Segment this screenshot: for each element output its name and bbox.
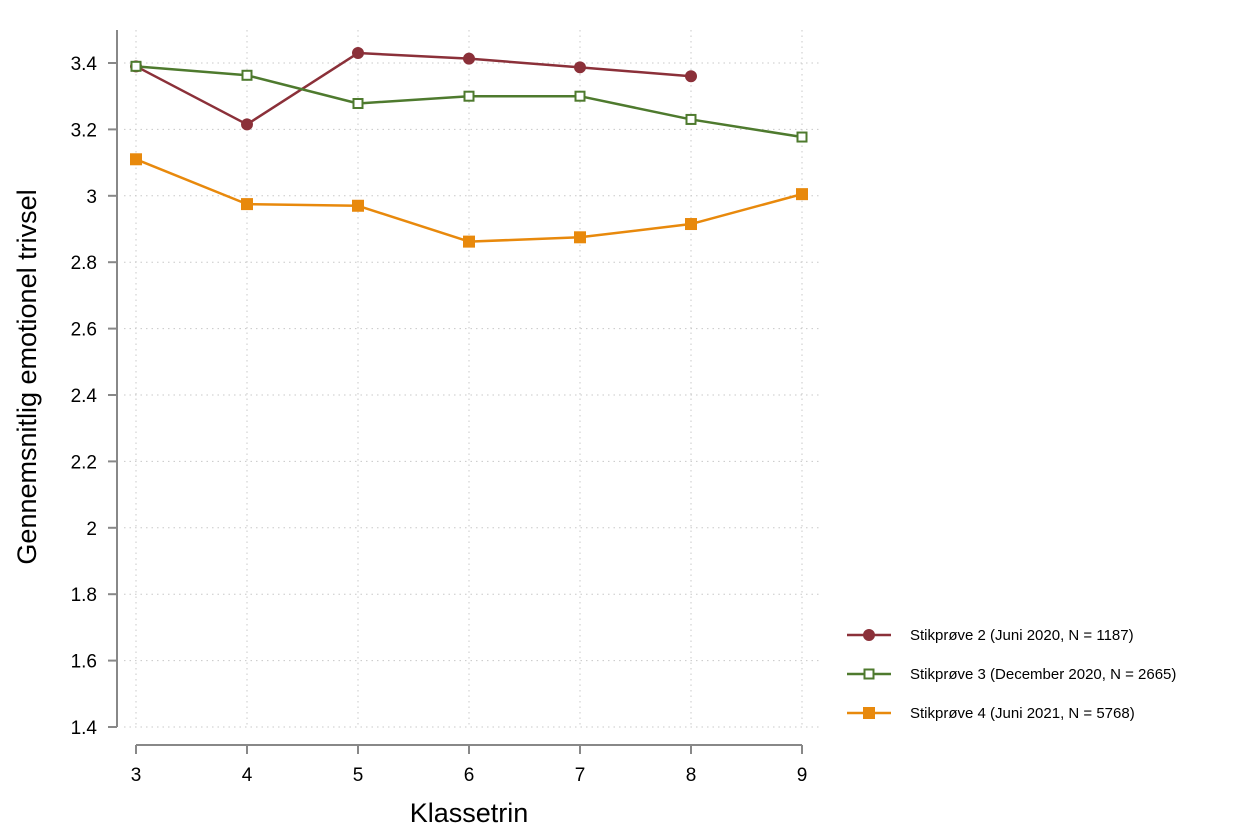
data-point xyxy=(241,118,253,131)
x-ticks-layer: 3 4 5 6 7 8 9 xyxy=(131,745,808,786)
data-point xyxy=(463,90,475,102)
grid-layer xyxy=(124,30,822,728)
x-tick-label: 8 xyxy=(686,765,697,786)
x-tick-label: 3 xyxy=(131,765,142,786)
y-tick-label: 1.4 xyxy=(71,718,98,739)
x-tick-label: 7 xyxy=(575,765,586,786)
data-point xyxy=(352,199,364,212)
data-point xyxy=(241,69,253,81)
data-point xyxy=(352,98,364,110)
data-point xyxy=(796,188,808,201)
legend: Stikprøve 2 (Juni 2020, N = 1187) Stikprø… xyxy=(847,627,1176,722)
legend-item-3: Stikprøve 4 (Juni 2021, N = 5768) xyxy=(847,705,1135,722)
data-point xyxy=(463,235,475,248)
y-axis-title: Gennemsnitlig emotionel trivsel xyxy=(12,189,42,564)
y-tick-label: 2.8 xyxy=(71,253,97,274)
data-point xyxy=(574,90,586,102)
data-point xyxy=(352,47,364,60)
data-point xyxy=(574,231,586,244)
legend-label: Stikprøve 4 (Juni 2021, N = 5768) xyxy=(910,705,1135,722)
data-point xyxy=(130,153,142,166)
x-axis-title: Klassetrin xyxy=(410,798,529,828)
x-tick-label: 6 xyxy=(464,765,475,786)
series-layer xyxy=(130,47,808,248)
y-tick-label: 1.8 xyxy=(71,585,97,606)
axes-layer xyxy=(116,30,802,746)
data-point xyxy=(463,52,475,65)
series-group-1 xyxy=(130,47,697,131)
legend-swatch-marker xyxy=(863,668,875,680)
legend-item-2: Stikprøve 3 (December 2020, N = 2665) xyxy=(847,666,1176,683)
y-tick-label: 1.6 xyxy=(71,652,97,673)
legend-label: Stikprøve 2 (Juni 2020, N = 1187) xyxy=(910,627,1134,644)
data-point xyxy=(796,131,808,143)
y-tick-label: 2.6 xyxy=(71,320,97,341)
x-tick-label: 9 xyxy=(797,765,808,786)
y-tick-label: 2.4 xyxy=(71,386,98,407)
y-tick-label: 3.2 xyxy=(71,120,97,141)
y-tick-label: 2 xyxy=(86,519,97,540)
y-ticks-layer: 1.4 1.6 1.8 2 2.2 2.4 2.6 2.8 3 3.2 3.4 xyxy=(71,54,117,739)
legend-swatch-marker xyxy=(863,629,875,641)
series-group-3 xyxy=(130,153,808,248)
legend-item-1: Stikprøve 2 (Juni 2020, N = 1187) xyxy=(847,627,1134,644)
data-point xyxy=(130,60,142,72)
data-point xyxy=(574,61,586,74)
data-point xyxy=(685,218,697,231)
series-line-1 xyxy=(135,51,692,126)
y-tick-label: 3 xyxy=(86,187,97,208)
data-point xyxy=(685,113,697,125)
y-tick-label: 3.4 xyxy=(71,54,98,75)
series-group-2 xyxy=(130,60,808,143)
x-tick-label: 4 xyxy=(242,765,253,786)
data-point xyxy=(241,198,253,211)
y-tick-label: 2.2 xyxy=(71,452,97,473)
data-point xyxy=(685,70,697,83)
legend-label: Stikprøve 3 (December 2020, N = 2665) xyxy=(910,666,1176,683)
x-tick-label: 5 xyxy=(353,765,364,786)
legend-swatch-marker xyxy=(863,707,875,719)
